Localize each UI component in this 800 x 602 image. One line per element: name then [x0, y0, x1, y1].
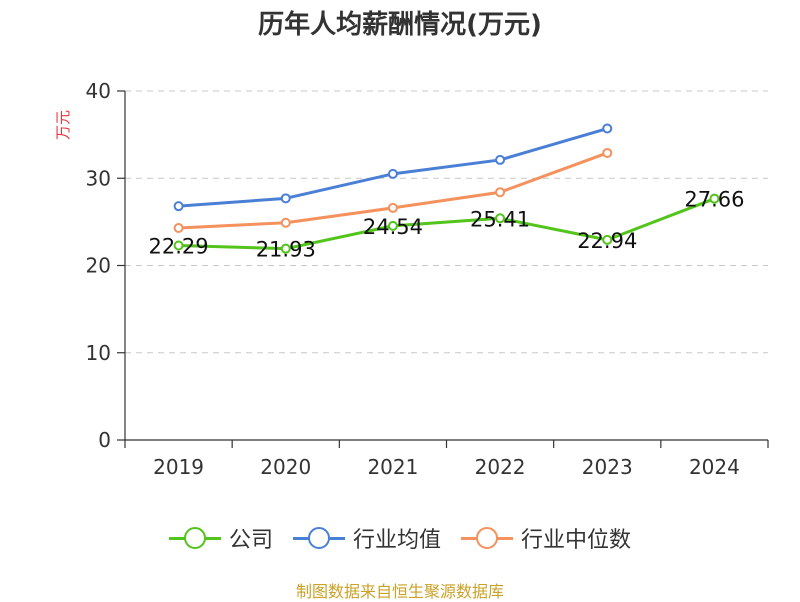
data-point [709, 193, 720, 204]
data-point [173, 240, 184, 251]
x-tick-label: 2024 [689, 455, 740, 479]
x-tick-label: 2022 [475, 455, 526, 479]
data-point [495, 187, 506, 198]
legend-label: 公司 [228, 528, 273, 553]
data-point [387, 220, 398, 231]
y-tick-label: 0 [98, 428, 111, 452]
data-point [173, 201, 184, 212]
legend-item[interactable]: 行业均值 [292, 522, 441, 554]
x-tick-label: 2020 [260, 455, 311, 479]
x-tick-label: 2023 [582, 455, 633, 479]
data-point [495, 154, 506, 165]
legend-label: 行业均值 [352, 528, 441, 553]
data-point [173, 222, 184, 233]
data-point [602, 123, 613, 134]
data-point [495, 213, 506, 224]
data-label: 27.66 [684, 188, 744, 212]
data-label: 22.94 [577, 229, 637, 253]
x-tick-label: 2019 [153, 455, 204, 479]
data-label: 24.54 [363, 215, 423, 239]
y-tick-label: 30 [86, 166, 111, 190]
x-tick-label: 2021 [367, 455, 418, 479]
series-line [178, 197, 715, 251]
data-point [280, 243, 291, 254]
legend-item[interactable]: 行业中位数 [461, 522, 631, 554]
legend-swatch-icon [461, 526, 513, 550]
data-label: 25.41 [470, 207, 530, 231]
data-label: 21.93 [256, 238, 316, 262]
y-tick-label: 40 [86, 79, 111, 103]
legend-swatch-icon [292, 526, 345, 550]
data-point [602, 147, 613, 158]
legend-label: 行业中位数 [521, 528, 632, 553]
data-label: 22.29 [149, 235, 209, 259]
legend-swatch-icon [168, 526, 221, 550]
data-point [280, 217, 291, 228]
source-note: 制图数据来自恒生聚源数据库 [295, 582, 504, 601]
data-point [602, 234, 613, 245]
y-tick-label: 10 [86, 341, 111, 365]
data-point [280, 193, 291, 204]
legend-item[interactable]: 公司 [168, 522, 273, 554]
legend: 公司 行业均值 行业中位数 [0, 518, 800, 558]
data-point [387, 202, 398, 213]
data-point [387, 168, 398, 179]
series-line [178, 127, 608, 208]
y-tick-label: 20 [86, 254, 111, 278]
chart-title: 历年人均薪酬情况(万元) [258, 10, 542, 40]
